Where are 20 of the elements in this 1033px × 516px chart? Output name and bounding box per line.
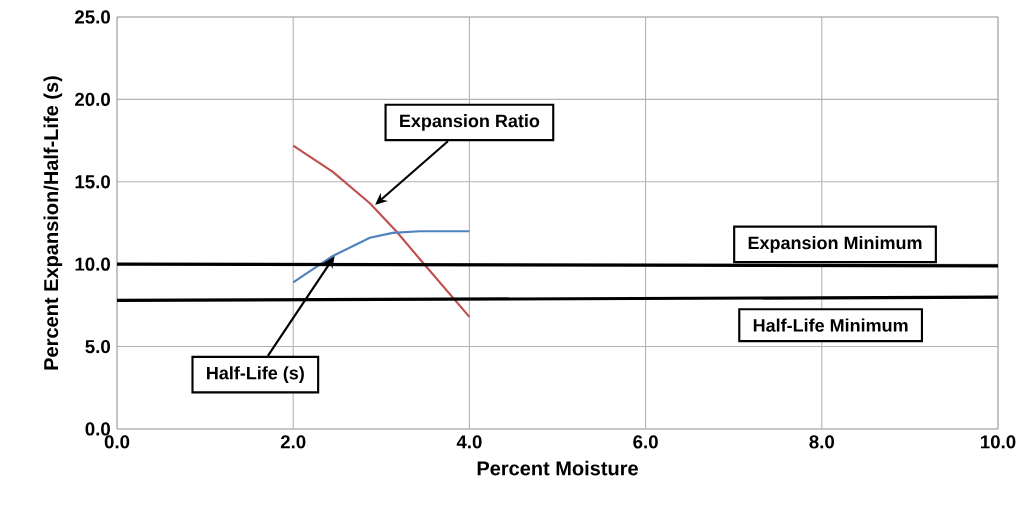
x-tick-label: 8.0	[809, 435, 835, 449]
line-series	[292, 144, 471, 318]
y-tick-label: 10.0	[75, 257, 110, 271]
line-series	[292, 230, 471, 284]
y-tick-label: 5.0	[85, 339, 110, 354]
y-tick-label: 25.0	[75, 10, 110, 24]
y-axis-title: Percent Expansion/Half-Life (s)	[43, 76, 63, 370]
x-tick-label: 10.0	[981, 435, 1016, 449]
annotation: Half-Life (s)	[207, 366, 304, 383]
x-tick-label: 6.0	[633, 435, 658, 449]
x-tick-label: 0.0	[104, 435, 130, 449]
x-tick-label: 2.0	[280, 435, 306, 449]
y-tick-label: 0.0	[85, 422, 110, 436]
y-tick-label: 15.0	[75, 175, 110, 189]
annotation: Expansion Ratio	[400, 114, 540, 131]
x-tick-label: 4.0	[456, 435, 482, 449]
y-tick-label: 20.0	[75, 92, 110, 106]
annotation: Half-Life Minimum	[753, 318, 908, 332]
annotation: Expansion Minimum	[748, 236, 922, 253]
x-axis-title: Percent Moisture	[477, 460, 638, 476]
